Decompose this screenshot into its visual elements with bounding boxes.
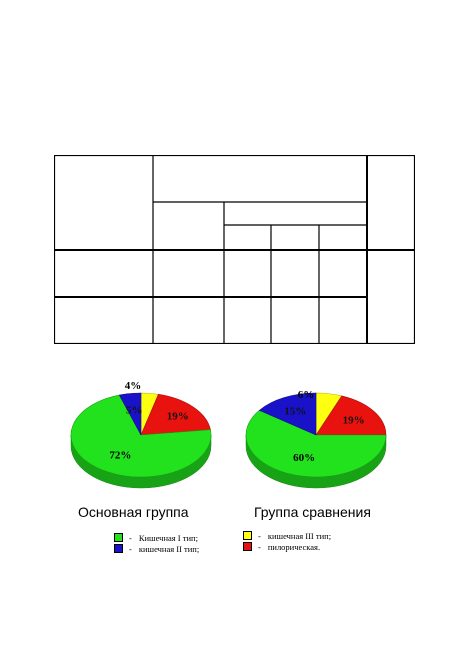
legend-label: кишечная III тип; bbox=[267, 530, 332, 541]
pie-slice bbox=[70, 394, 212, 478]
empty-data-table bbox=[54, 155, 415, 344]
legend-dash: - bbox=[129, 532, 132, 543]
legend-left: - Кишечная I тип; - кишечная II тип; bbox=[114, 532, 199, 554]
legend-dash: - bbox=[258, 530, 261, 541]
pie-chart-2: 6% 19% 60% 15% bbox=[245, 389, 387, 489]
pie-chart-1: 4% 19% 72% 5% bbox=[70, 380, 212, 489]
pie-data-label: 19% bbox=[343, 415, 365, 427]
legend-label: пилорическая. bbox=[267, 541, 321, 552]
pie-slice bbox=[118, 392, 142, 436]
pie-slice bbox=[258, 392, 317, 436]
legend-label: кишечная II тип; bbox=[138, 543, 200, 554]
legend-right: - кишечная III тип; - пилорическая. bbox=[243, 530, 331, 552]
pie-data-label: 4% bbox=[125, 380, 142, 392]
pie-data-label: 15% bbox=[284, 406, 306, 418]
pie-slice bbox=[245, 409, 387, 478]
legend-swatch-yellow bbox=[243, 531, 252, 540]
legend-item: - Кишечная I тип; bbox=[114, 532, 199, 543]
pie-charts-area: 4% 19% 72% 5% 6% 19% 60% 15% bbox=[0, 360, 459, 510]
legend-swatch-green bbox=[114, 533, 123, 542]
pie-data-label: 19% bbox=[167, 411, 189, 423]
chart-title-main-group: Основная группа bbox=[78, 504, 189, 520]
legend-dash: - bbox=[129, 543, 132, 554]
pie-data-label: 72% bbox=[109, 450, 131, 462]
legend-swatch-blue bbox=[114, 544, 123, 553]
pie-slice bbox=[140, 393, 211, 436]
pie-data-label: 6% bbox=[298, 389, 315, 401]
legend-item: - кишечная III тип; bbox=[243, 530, 331, 541]
chart-title-comparison-group: Группа сравнения bbox=[254, 504, 371, 520]
legend-item: - пилорическая. bbox=[243, 541, 331, 552]
legend-label: Кишечная I тип; bbox=[138, 532, 198, 543]
pie-slice bbox=[315, 395, 387, 436]
legend-dash: - bbox=[258, 541, 261, 552]
legend-swatch-red bbox=[243, 542, 252, 551]
pie-data-label: 60% bbox=[293, 452, 315, 464]
legend-item: - кишечная II тип; bbox=[114, 543, 199, 554]
pie-data-label: 5% bbox=[126, 404, 143, 416]
